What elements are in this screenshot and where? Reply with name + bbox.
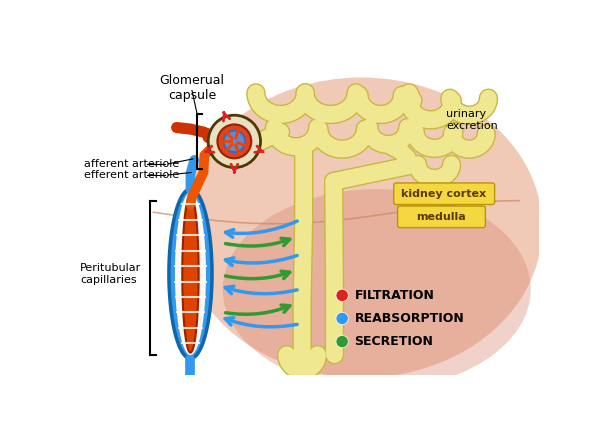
Ellipse shape <box>181 77 542 378</box>
Circle shape <box>336 312 349 325</box>
Text: Peritubular
capillaries: Peritubular capillaries <box>80 263 142 285</box>
Circle shape <box>217 125 251 158</box>
Text: SECRETION: SECRETION <box>355 335 433 348</box>
Ellipse shape <box>223 189 531 389</box>
Polygon shape <box>169 189 212 359</box>
Text: REABSORPTION: REABSORPTION <box>355 312 464 325</box>
Text: kidney cortex: kidney cortex <box>401 189 487 199</box>
Text: Glomerual
capsule: Glomerual capsule <box>160 74 224 101</box>
Text: medulla: medulla <box>416 212 466 222</box>
FancyBboxPatch shape <box>394 183 494 205</box>
Polygon shape <box>182 195 199 353</box>
Text: afferent arteriole: afferent arteriole <box>84 160 179 170</box>
Text: efferent arteriole: efferent arteriole <box>84 170 179 180</box>
Circle shape <box>336 289 349 301</box>
Text: FILTRATION: FILTRATION <box>355 289 434 302</box>
Polygon shape <box>175 192 206 355</box>
FancyBboxPatch shape <box>398 206 485 228</box>
Text: urinary
excretion: urinary excretion <box>446 109 498 131</box>
Circle shape <box>208 115 260 168</box>
Circle shape <box>336 336 349 348</box>
Circle shape <box>224 131 245 152</box>
